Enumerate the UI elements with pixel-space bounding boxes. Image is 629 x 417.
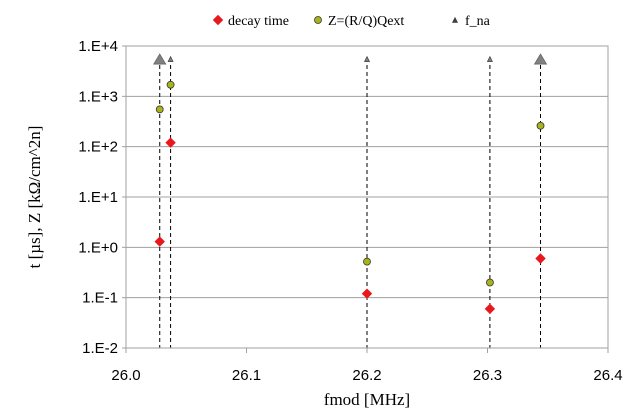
legend: decay time Z=(R/Q)Qext f_na (212, 14, 491, 29)
legend-label: f_na (465, 14, 491, 29)
y-axis-title: t [µs], Z [kΩ/cm^2n] (25, 126, 44, 269)
y-tick-label: 1.E+2 (78, 139, 118, 156)
diamond-marker (154, 236, 165, 247)
legend-label: decay time (228, 14, 289, 29)
x-tick-label: 26.4 (593, 367, 622, 384)
y-tick-label: 1.E+3 (78, 88, 118, 105)
y-tick-label: 1.E-2 (82, 340, 118, 357)
legend-marker (314, 16, 322, 24)
diamond-marker (165, 137, 176, 148)
vertical-guide-lines (159, 58, 542, 348)
y-tick-label: 1.E+1 (78, 189, 118, 206)
x-tick-label: 26.2 (352, 367, 381, 384)
x-tick-label: 26.3 (473, 367, 502, 384)
diamond-marker (535, 253, 546, 264)
x-axis-ticks: 26.0 26.1 26.2 26.3 26.4 (111, 348, 623, 384)
x-tick-label: 26.0 (111, 367, 140, 384)
triangle-marker (167, 55, 174, 62)
circle-marker (536, 121, 545, 130)
circle-marker (155, 105, 164, 114)
diamond-marker (361, 288, 373, 299)
triangle-marker (486, 55, 493, 62)
x-axis-title: fmod [MHz] (324, 390, 410, 409)
diamond-marker (484, 303, 496, 315)
legend-label: Z=(R/Q)Qext (328, 14, 404, 29)
circle-marker (486, 278, 494, 287)
x-tick-label: 26.1 (232, 367, 261, 384)
y-tick-label: 1.E+0 (78, 239, 118, 256)
legend-marker (212, 14, 224, 26)
y-tick-label: 1.E-1 (82, 290, 118, 307)
legend-marker (452, 16, 458, 23)
grid (126, 45, 608, 349)
triangle-marker (364, 55, 370, 62)
data-marks (153, 53, 548, 315)
y-tick-label: 1.E+4 (78, 38, 118, 55)
circle-marker (363, 257, 371, 266)
triangle-marker (153, 53, 167, 65)
y-axis-ticks: 1.E-2 1.E-1 1.E+0 1.E+1 1.E+2 1.E+3 1.E+4 (78, 38, 126, 357)
circle-marker (166, 80, 175, 89)
triangle-marker (533, 53, 548, 65)
